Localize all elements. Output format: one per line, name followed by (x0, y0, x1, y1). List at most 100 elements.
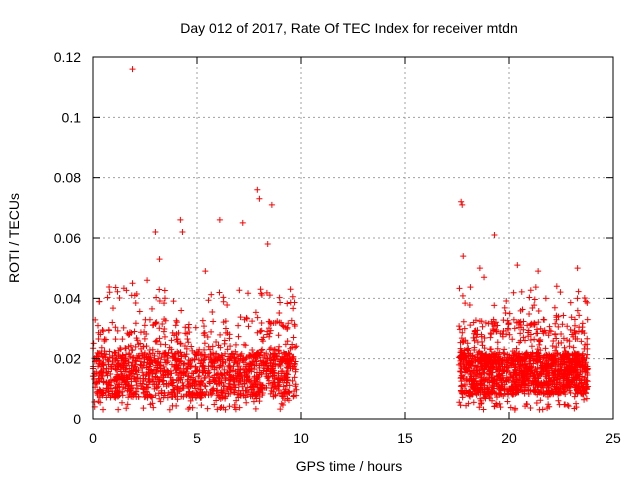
data-point (105, 379, 112, 386)
data-point (214, 392, 221, 399)
data-point (179, 385, 186, 392)
data-point (153, 367, 160, 374)
data-point (487, 346, 494, 353)
data-point (100, 328, 107, 335)
data-point (208, 328, 215, 335)
data-point (209, 308, 216, 315)
data-point (525, 327, 532, 334)
data-point (520, 374, 527, 381)
data-point (157, 398, 164, 405)
data-point (479, 323, 486, 330)
data-point (467, 284, 474, 291)
data-point (577, 369, 584, 376)
data-point (127, 369, 134, 376)
data-point (565, 403, 572, 410)
data-point (257, 286, 264, 293)
data-point (213, 371, 220, 378)
data-point (277, 406, 284, 413)
data-point (258, 292, 265, 299)
data-point (491, 302, 498, 309)
data-point (583, 385, 590, 392)
axis-ticks: 0 5 10 15 20 25 0 0.02 0.04 0.06 0.08 0.1 0.12 (54, 49, 621, 446)
data-point (532, 366, 539, 373)
data-point (469, 353, 476, 360)
data-point (111, 391, 118, 398)
data-point (180, 368, 187, 375)
data-point (483, 351, 490, 358)
data-point (177, 340, 184, 347)
data-point (467, 389, 474, 396)
data-point (216, 289, 223, 296)
data-point (146, 347, 153, 354)
data-point (507, 404, 514, 411)
data-point (192, 367, 199, 374)
data-point (209, 390, 216, 397)
data-point (502, 310, 509, 317)
x-tick-label: 20 (501, 430, 517, 446)
data-point (213, 397, 220, 404)
data-point (571, 405, 578, 412)
data-point (106, 289, 113, 296)
data-point (493, 383, 500, 390)
data-point (522, 381, 529, 388)
data-point (242, 342, 249, 349)
data-point (478, 318, 485, 325)
data-point (220, 404, 227, 411)
data-point (128, 375, 135, 382)
data-point (213, 338, 220, 345)
data-point (535, 307, 542, 314)
data-point (584, 316, 591, 323)
data-point (460, 338, 467, 345)
data-point (119, 392, 126, 399)
data-point (536, 380, 543, 387)
data-point (151, 385, 158, 392)
data-point (161, 367, 168, 374)
data-point (251, 383, 258, 390)
data-point (522, 360, 529, 367)
data-point (554, 350, 561, 357)
data-point (122, 345, 129, 352)
data-point (582, 298, 589, 305)
data-point (571, 368, 578, 375)
data-point (201, 346, 208, 353)
data-point (575, 382, 582, 389)
data-point (549, 361, 556, 368)
data-point (160, 363, 167, 370)
data-point (520, 318, 527, 325)
data-point (293, 343, 300, 350)
data-point (241, 380, 248, 387)
data-point (528, 320, 535, 327)
data-point (227, 390, 234, 397)
data-point (195, 381, 202, 388)
data-point (268, 387, 275, 394)
data-point (114, 327, 121, 334)
data-point (184, 376, 191, 383)
data-point (266, 333, 273, 340)
data-point (217, 405, 224, 412)
data-point (112, 336, 119, 343)
data-point (117, 368, 124, 375)
data-point (98, 374, 105, 381)
data-point (557, 289, 564, 296)
data-point (538, 364, 545, 371)
data-point (114, 393, 121, 400)
data-point (244, 374, 251, 381)
data-point (189, 390, 196, 397)
data-point (252, 391, 259, 398)
data-point (510, 391, 517, 398)
data-point (195, 356, 202, 363)
data-point (201, 382, 208, 389)
data-point (471, 337, 478, 344)
data-point (272, 355, 279, 362)
data-point (254, 376, 261, 383)
data-point (494, 354, 501, 361)
data-point (95, 363, 102, 370)
data-point (564, 323, 571, 330)
data-point (192, 394, 199, 401)
data-point (272, 392, 279, 399)
data-point (234, 360, 241, 367)
y-tick-label: 0.1 (62, 109, 82, 125)
data-point (519, 306, 526, 313)
data-point (197, 386, 204, 393)
